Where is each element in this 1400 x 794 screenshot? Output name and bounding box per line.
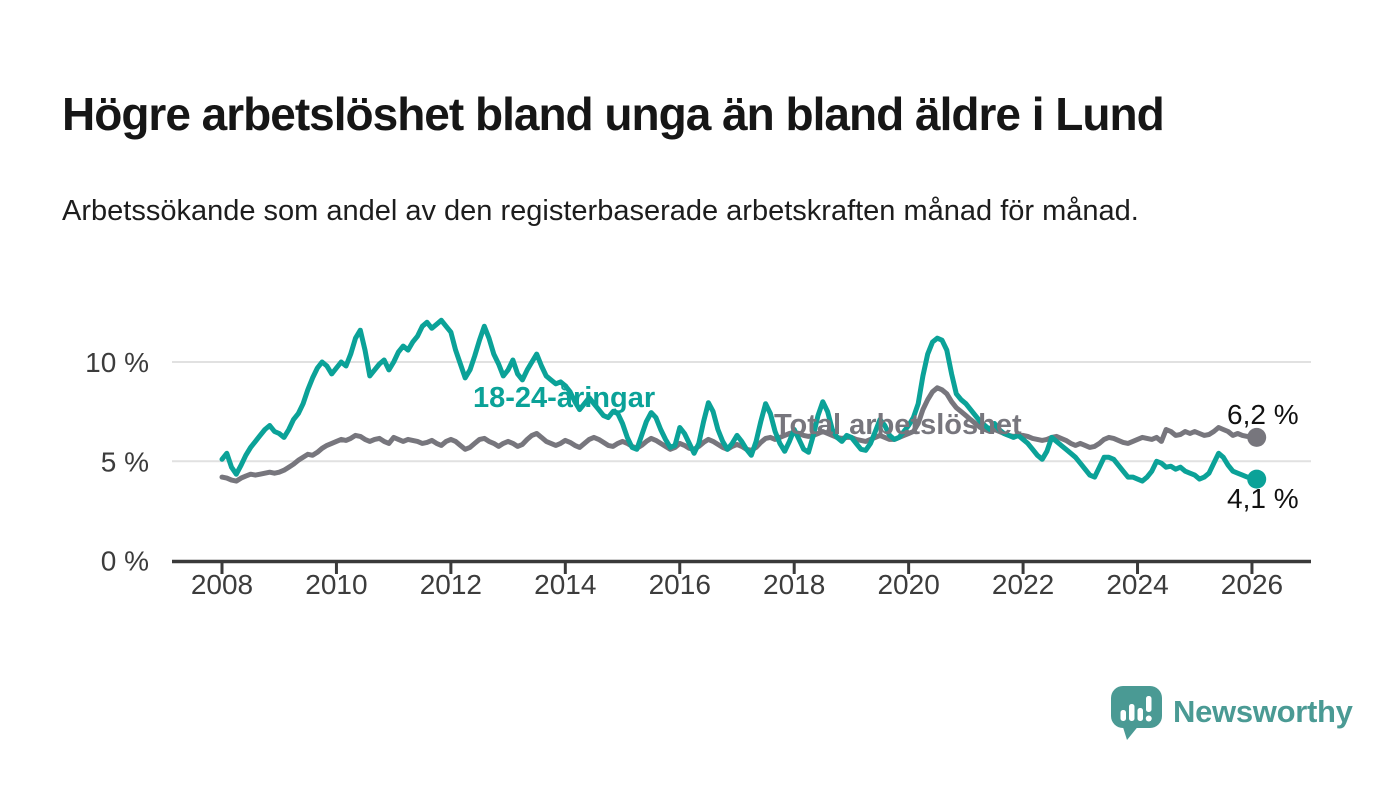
series-label-total: Total arbetslöshet (774, 409, 1022, 441)
x-tick-label-2026: 2026 (1221, 569, 1283, 600)
line-total (219, 385, 1260, 484)
newsworthy-logo: Newsworthy (1110, 684, 1353, 740)
end-dot-total (1247, 427, 1267, 447)
y-tick-label-5: 5 % (101, 446, 149, 477)
x-tick-label-2024: 2024 (1106, 569, 1168, 600)
y-tick-label-10: 10 % (85, 347, 149, 378)
y-tick-label-0: 0 % (101, 546, 149, 577)
end-value-label-young: 4,1 % (1227, 483, 1299, 514)
x-tick-label-2014: 2014 (534, 569, 596, 600)
page-subtitle: Arbetssökande som andel av den registerb… (62, 195, 1139, 227)
x-tick-label-2018: 2018 (763, 569, 825, 600)
end-dot-young (1247, 469, 1267, 489)
x-tick-label-2016: 2016 (649, 569, 711, 600)
line-young (219, 317, 1260, 484)
series-label-young: 18-24-åringar (473, 382, 655, 414)
x-tick-label-2020: 2020 (877, 569, 939, 600)
x-tick-label-2010: 2010 (305, 569, 367, 600)
end-value-label-total: 6,2 % (1227, 399, 1299, 430)
x-tick-label-2008: 2008 (191, 569, 253, 600)
x-tick-label-2012: 2012 (420, 569, 482, 600)
brand-name: Newsworthy (1173, 694, 1353, 729)
x-tick-label-2022: 2022 (992, 569, 1054, 600)
page-title: Högre arbetslöshet bland unga än bland ä… (62, 87, 1165, 140)
chart-layer: 2008 2010 2012 2014 2016 2018 2020 2022 2024 2026… (85, 317, 1311, 600)
newsworthy-bubble-icon (1111, 686, 1162, 740)
